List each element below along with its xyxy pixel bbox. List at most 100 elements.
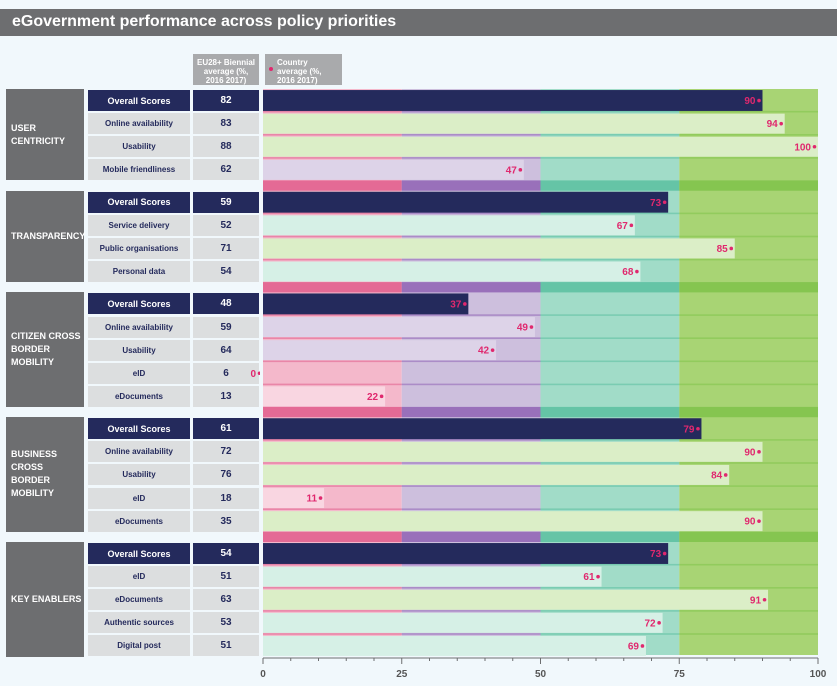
country-dot-icon bbox=[662, 200, 667, 205]
country-value-label: 100 bbox=[794, 142, 811, 153]
eu-average-header-label: EU28+ Biennial average (%, 2016 2017) bbox=[196, 58, 256, 85]
legend-dot-icon bbox=[269, 67, 273, 71]
country-value-label: 79 bbox=[683, 424, 695, 435]
overall-bar bbox=[263, 418, 702, 440]
row-label: Digital post bbox=[88, 635, 190, 657]
row-separator bbox=[679, 563, 818, 566]
row-label: eDocuments bbox=[88, 589, 190, 611]
row-separator bbox=[679, 485, 818, 487]
row-separator bbox=[401, 157, 541, 159]
x-tick-label: 75 bbox=[674, 669, 686, 680]
row-separator bbox=[401, 383, 541, 386]
row-separator bbox=[401, 110, 541, 113]
row-label: eID bbox=[88, 362, 190, 384]
group-gap bbox=[401, 180, 541, 191]
country-value-label: 69 bbox=[628, 641, 640, 652]
row-label: Service delivery bbox=[88, 214, 190, 236]
row-label: Authentic sources bbox=[88, 612, 190, 634]
overall-bar bbox=[263, 543, 669, 565]
country-value-label: 90 bbox=[744, 447, 756, 458]
row-separator bbox=[263, 383, 402, 386]
eu-average-value: 63 bbox=[193, 589, 259, 611]
group-label-text: BUSINESS CROSS BORDER MOBILITY bbox=[11, 449, 58, 499]
row-label: Online availability bbox=[88, 316, 190, 338]
country-dot-icon bbox=[635, 269, 639, 274]
country-value-label: 0 bbox=[250, 369, 256, 380]
sub-bar bbox=[263, 113, 785, 134]
eu-average-value: 61 bbox=[193, 418, 259, 440]
country-value-label: 84 bbox=[711, 470, 723, 481]
row-separator bbox=[401, 360, 541, 363]
country-dot-icon bbox=[696, 426, 700, 431]
country-average-header-label: Country average (%, 2016 2017) bbox=[277, 58, 322, 85]
row-label: Overall Scores bbox=[88, 293, 190, 315]
row-separator bbox=[263, 508, 402, 510]
row-separator bbox=[401, 134, 541, 136]
row-label: Online availability bbox=[88, 113, 190, 135]
eu-average-value: 48 bbox=[193, 293, 259, 315]
row-separator bbox=[540, 157, 680, 159]
group-label-text: USER CENTRICITY bbox=[11, 122, 65, 146]
row-separator bbox=[679, 258, 818, 261]
sub-bar bbox=[263, 566, 602, 587]
country-value-label: 90 bbox=[744, 96, 756, 107]
group-gap bbox=[263, 282, 402, 293]
eu-average-value: 88 bbox=[193, 136, 259, 158]
sub-bar bbox=[263, 511, 763, 532]
row-separator bbox=[263, 134, 402, 136]
country-dot-icon bbox=[662, 551, 667, 556]
row-separator bbox=[540, 439, 680, 441]
row-label: eID bbox=[88, 487, 190, 509]
column-divider bbox=[260, 89, 263, 655]
row-separator bbox=[263, 212, 402, 215]
country-value-label: 61 bbox=[583, 572, 595, 583]
group-label: KEY ENABLERS bbox=[6, 542, 84, 657]
row-separator bbox=[540, 360, 680, 363]
sub-bar bbox=[263, 635, 646, 656]
row-separator bbox=[401, 212, 541, 215]
group-gap bbox=[540, 406, 680, 418]
row-separator bbox=[540, 462, 680, 464]
eu-average-value: 6 bbox=[193, 362, 259, 384]
row-label: Overall Scores bbox=[88, 418, 190, 440]
eu-average-value: 54 bbox=[193, 543, 259, 565]
row-separator bbox=[679, 110, 818, 113]
eu-average-value: 64 bbox=[193, 339, 259, 361]
eu-average-value: 82 bbox=[193, 90, 259, 112]
row-separator bbox=[263, 235, 402, 238]
row-label: Usability bbox=[88, 136, 190, 158]
eu-average-value: 54 bbox=[193, 261, 259, 283]
sub-bar bbox=[263, 488, 325, 509]
row-separator bbox=[401, 258, 541, 261]
row-label: Online availability bbox=[88, 441, 190, 463]
row-separator bbox=[679, 235, 818, 238]
eu-average-value: 72 bbox=[193, 441, 259, 463]
row-separator bbox=[401, 587, 541, 589]
row-separator bbox=[540, 610, 680, 612]
group-label: USER CENTRICITY bbox=[6, 89, 84, 181]
row-separator bbox=[401, 439, 541, 441]
eu-average-value: 76 bbox=[193, 464, 259, 486]
eu-average-value: 35 bbox=[193, 510, 259, 532]
country-value-label: 22 bbox=[367, 392, 379, 403]
country-dot-icon bbox=[463, 302, 467, 306]
row-label: Mobile friendliness bbox=[88, 159, 190, 181]
country-dot-icon bbox=[757, 519, 761, 523]
country-value-label: 73 bbox=[650, 198, 662, 209]
country-dot-icon bbox=[779, 121, 783, 126]
country-dot-icon bbox=[490, 348, 495, 352]
row-separator bbox=[401, 485, 541, 487]
row-label: Overall Scores bbox=[88, 191, 190, 213]
group-label: TRANSPARENCY bbox=[6, 190, 85, 283]
row-separator bbox=[263, 633, 402, 635]
country-value-label: 42 bbox=[478, 346, 490, 357]
row-separator bbox=[540, 212, 680, 215]
row-separator bbox=[401, 633, 541, 635]
eu-average-value: 51 bbox=[193, 635, 259, 657]
row-separator bbox=[540, 485, 680, 487]
group-label: BUSINESS CROSS BORDER MOBILITY bbox=[6, 417, 84, 532]
x-tick-label: 0 bbox=[260, 669, 266, 680]
row-separator bbox=[263, 587, 402, 589]
row-separator bbox=[679, 462, 818, 464]
sub-bar bbox=[263, 441, 763, 462]
